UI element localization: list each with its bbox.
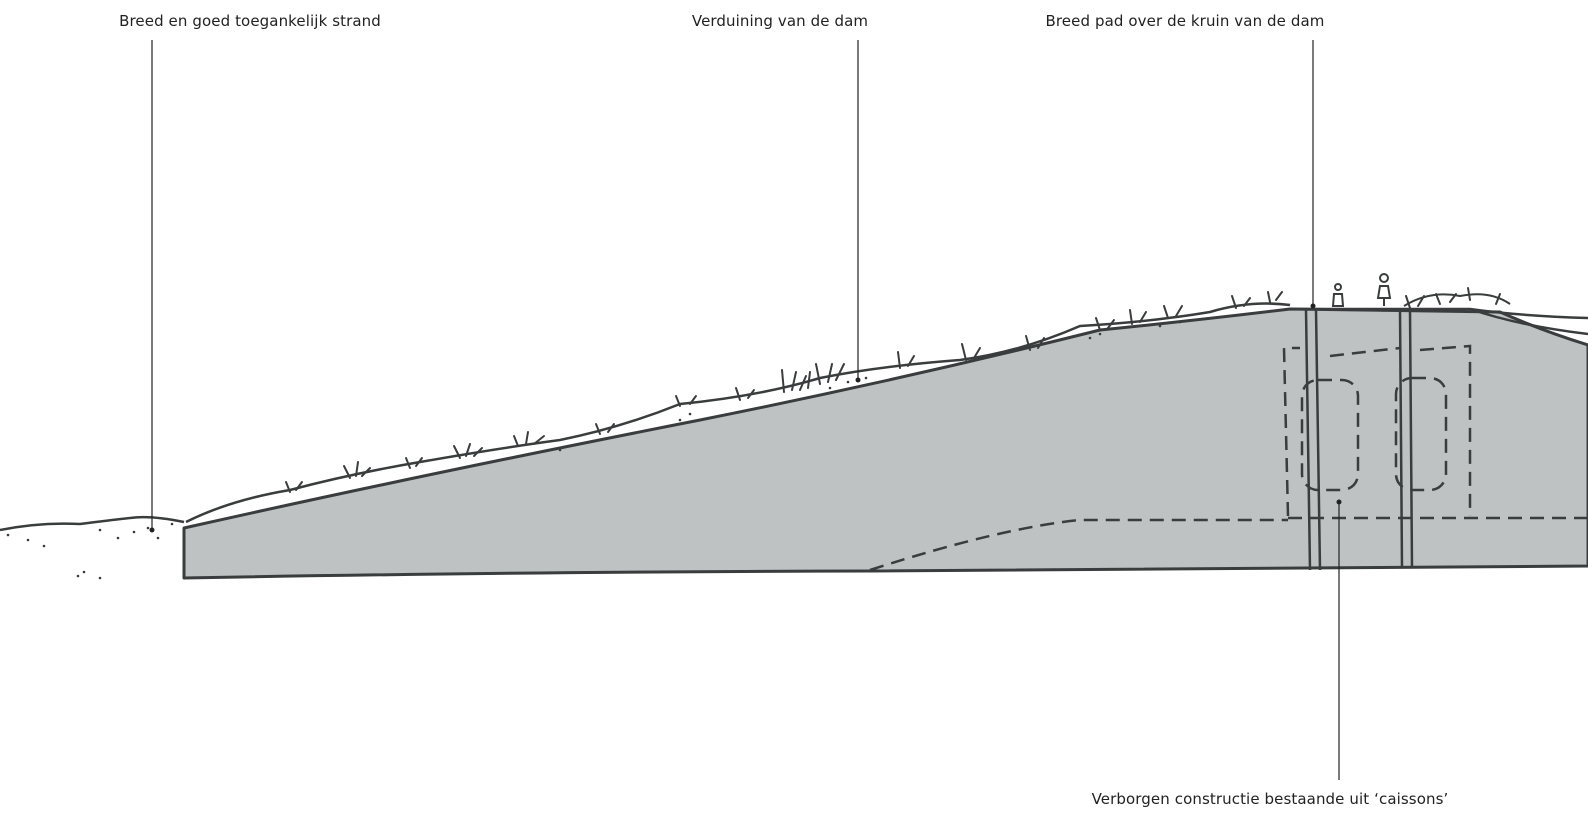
dam-body: [182, 307, 1588, 580]
caisson-outlines: [869, 344, 1588, 572]
beach-surface: [0, 515, 185, 532]
caisson-walls: [1304, 309, 1414, 571]
grass-tufts: [285, 287, 1501, 493]
label-dune: Verduining van de dam: [691, 12, 869, 30]
person-figures: [1331, 273, 1392, 307]
crest-vegetation: [1403, 293, 1511, 307]
leader-lines: [151, 40, 1340, 780]
label-caissons: Verborgen constructie bestaande uit ‘cai…: [1091, 790, 1449, 808]
label-crest-path: Breed pad over de kruin van de dam: [1045, 12, 1325, 30]
sand-dots: [6, 522, 174, 580]
dune-dots: [558, 320, 1182, 452]
leader-dots: [149, 303, 1342, 533]
crest-path: [1290, 307, 1588, 336]
label-beach: Breed en goed toegankelijk strand: [119, 12, 381, 30]
